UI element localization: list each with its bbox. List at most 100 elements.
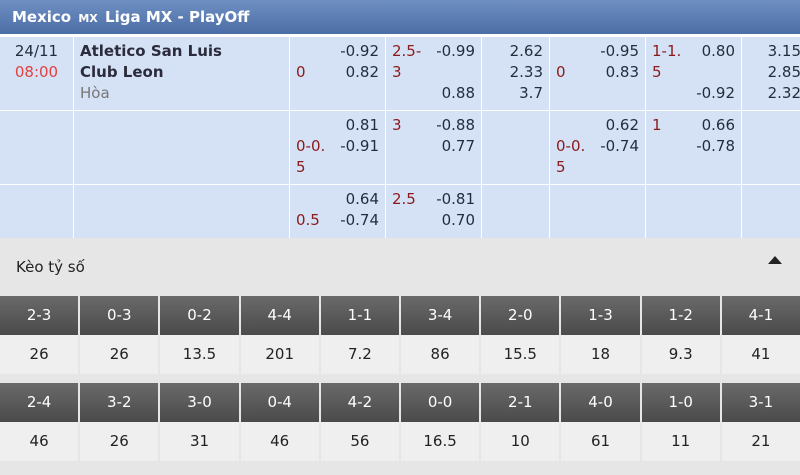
result-odds[interactable]: 2.85 [767,63,800,81]
over-under-cell: 1-1.5 0.80 -0.92 [646,37,741,110]
under-odds[interactable]: 0.88 [441,84,475,102]
spacer [392,83,426,104]
draw-label: Hòa [80,84,110,102]
score: 2-0 [481,296,560,335]
collapse-icon[interactable] [767,254,783,266]
over-under-cell [646,185,741,239]
handicap-cell: -0.95 0 0.83 [550,37,645,110]
result-cell [482,185,549,239]
score: 3-2 [80,383,159,422]
score-odds[interactable]: 18 [561,335,640,374]
score: 2-3 [0,296,79,335]
total-line: 2.5 [392,190,416,208]
away-odds[interactable]: 0.82 [345,63,379,81]
under-odds[interactable]: -0.92 [696,84,735,102]
score: 3-0 [160,383,239,422]
league-header[interactable]: Mexico MX Liga MX - PlayOff [0,0,800,34]
result-odds[interactable]: 2.33 [509,63,543,81]
date-cell [0,111,73,184]
score: 4-0 [561,383,640,422]
score-odds[interactable]: 31 [160,422,239,461]
over-under-cell: 2.5 -0.81 0.70 [386,185,481,239]
score-odds[interactable]: 9.3 [641,335,720,374]
section-title: Kèo tỷ số [16,258,85,276]
under-odds[interactable]: -0.78 [696,137,735,155]
spacer [392,210,426,231]
score: 1-2 [641,296,720,335]
spacer [296,189,330,210]
away-odds[interactable]: 0.83 [605,63,639,81]
spacer [556,41,590,62]
teams-cell: Atletico San Luis Club Leon Hòa [74,37,289,110]
over-under: 3 -0.88 0.77 [392,115,475,157]
over-under-cell: 1 0.66 -0.78 [646,111,741,184]
spacer [556,115,590,136]
score-odds[interactable]: 16.5 [400,422,480,461]
score-odds[interactable]: 26 [80,335,159,374]
result-odds[interactable]: 2.62 [509,42,543,60]
handicap: -0.95 0 0.83 [556,41,639,83]
score-row: 2-3 0-3 0-2 4-4 1-1 3-4 2-0 1-3 1-2 4-1 26 26 13.5 20… [0,296,800,374]
handicap-cell: 0.64 0.5 -0.74 [290,185,385,239]
total-line: 1-1.5 [652,42,682,81]
score-odds[interactable]: 86 [400,335,480,374]
date-cell: 24/11 08:00 [0,37,73,110]
over-odds[interactable]: 0.66 [701,116,735,134]
score-odds[interactable]: 7.2 [320,335,399,374]
away-odds[interactable]: -0.74 [600,137,639,155]
home-odds[interactable]: -0.92 [340,42,379,60]
handicap-cell [550,185,645,239]
handicap-cell: -0.92 0 0.82 [290,37,385,110]
away-odds[interactable]: -0.74 [340,211,379,229]
score: 0-4 [240,383,319,422]
over-odds[interactable]: -0.81 [436,190,475,208]
date-cell [0,185,73,239]
handicap-line: 0-0.5 [296,137,326,176]
handicap-line: 0 [556,63,566,81]
score-odds[interactable]: 11 [641,422,720,461]
score-odds[interactable]: 41 [721,335,800,374]
score-odds[interactable]: 26 [0,335,79,374]
over-odds[interactable]: -0.88 [436,116,475,134]
score-odds[interactable]: 13.5 [160,335,239,374]
correct-score-section: Kèo tỷ số 2-3 0-3 0-2 4-4 1-1 3-4 2-0 1-3 1-2 4-1… [0,238,800,475]
score-odds[interactable]: 21 [721,422,800,461]
score-odds[interactable]: 56 [320,422,399,461]
away-odds[interactable]: -0.91 [340,137,379,155]
score-odds[interactable]: 26 [80,422,159,461]
over-under: 2.5 -0.81 0.70 [392,189,475,231]
under-odds[interactable]: 0.70 [441,211,475,229]
over-odds[interactable]: 0.80 [701,42,735,60]
score: 4-1 [721,296,800,335]
score-row: 2-4 3-2 3-0 0-4 4-2 0-0 2-1 4-0 1-0 3-1 46 26 31 46 56… [0,383,800,461]
score-odds[interactable]: 61 [561,422,640,461]
match-time: 08:00 [14,63,59,81]
under-odds[interactable]: 0.77 [441,137,475,155]
score-odds[interactable]: 10 [481,422,560,461]
handicap-cell: 0.81 0-0.5 -0.91 [290,111,385,184]
home-odds[interactable]: -0.95 [600,42,639,60]
result-odds[interactable]: 3.15 [767,42,800,60]
score: 4-4 [240,296,319,335]
result-odds[interactable]: 3.7 [519,84,543,102]
home-odds[interactable]: 0.81 [345,116,379,134]
home-odds[interactable]: 0.64 [345,190,379,208]
score-odds[interactable]: 15.5 [481,335,560,374]
league-badge: MX [78,12,98,25]
over-under: 1 0.66 -0.78 [652,115,735,157]
score: 0-2 [160,296,239,335]
score: 0-0 [400,383,480,422]
score-odds[interactable]: 201 [240,335,319,374]
home-odds[interactable]: 0.62 [605,116,639,134]
league-name: Liga MX - PlayOff [105,8,250,26]
over-odds[interactable]: -0.99 [436,42,475,60]
spacer [652,136,686,157]
spacer [392,136,426,157]
score-odds[interactable]: 46 [0,422,79,461]
result-odds[interactable]: 2.32 [767,84,800,102]
score: 3-1 [721,383,800,422]
score: 1-3 [561,296,640,335]
score-odds[interactable]: 46 [240,422,319,461]
over-under: 2.5-3 -0.99 0.88 [392,41,475,104]
